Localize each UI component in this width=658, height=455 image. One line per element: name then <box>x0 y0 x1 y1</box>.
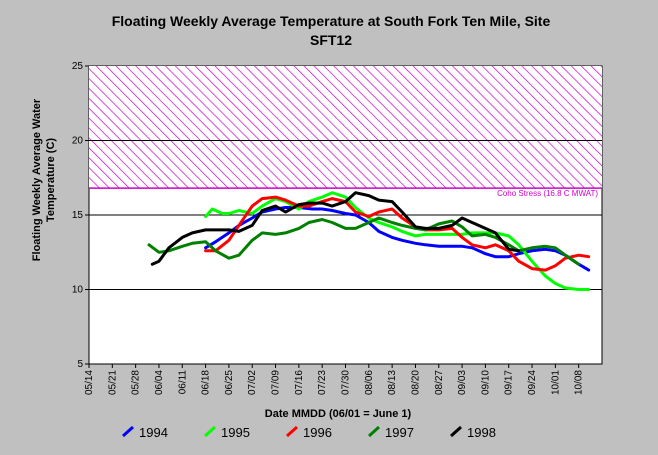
x-tick-label: 09/10 <box>480 370 491 395</box>
threshold-band <box>89 66 602 189</box>
x-tick-label: 06/11 <box>177 370 188 395</box>
legend-swatch-1994 <box>121 425 135 438</box>
x-tick-label: 05/21 <box>107 370 118 395</box>
y-tick-label: 25 <box>72 61 84 72</box>
x-tick-label: 06/18 <box>201 370 212 395</box>
x-tick-label: 08/20 <box>410 370 421 395</box>
x-tick-label: 08/13 <box>387 370 398 395</box>
legend-label-1997: 1997 <box>385 425 414 440</box>
x-tick-label: 05/14 <box>84 370 95 395</box>
legend-label-1998: 1998 <box>467 425 496 440</box>
legend-swatch-1997 <box>367 425 381 438</box>
x-tick-label: 07/30 <box>341 370 352 395</box>
y-axis: 5 10 15 20 25 <box>72 61 89 370</box>
y-tick-label: 10 <box>72 285 84 296</box>
x-tick-label: 07/16 <box>294 370 305 395</box>
x-tick-label: 10/08 <box>574 370 585 395</box>
x-tick-label: 06/04 <box>154 370 165 395</box>
x-tick-label: 09/24 <box>527 370 538 395</box>
series-line-1998 <box>150 191 521 266</box>
x-tick-label: 08/27 <box>434 370 445 395</box>
legend-label-1995: 1995 <box>221 425 250 440</box>
x-tick-label: 10/01 <box>550 370 561 395</box>
threshold-label: Coho Stress (16.8 C MWAT) <box>497 189 598 198</box>
legend: 1994 1995 1996 1997 1998 <box>121 425 496 440</box>
x-axis: 05/14 05/21 05/28 06/04 06/11 06/18 06/25 07/02… <box>84 364 585 395</box>
x-axis-title: Date MMDD (06/01 = June 1) <box>265 408 412 420</box>
x-tick-label: 08/06 <box>364 370 375 395</box>
legend-swatch-1998 <box>449 425 463 438</box>
x-tick-label: 05/28 <box>131 370 142 395</box>
legend-swatch-1996 <box>285 425 299 438</box>
y-tick-label: 20 <box>72 136 84 147</box>
x-tick-label: 07/23 <box>317 370 328 395</box>
y-tick-label: 15 <box>72 210 84 221</box>
y-tick-label: 5 <box>77 359 83 370</box>
legend-label-1996: 1996 <box>303 425 332 440</box>
legend-swatch-1995 <box>203 425 217 438</box>
x-tick-label: 09/03 <box>457 370 468 395</box>
x-tick-label: 07/02 <box>247 370 258 395</box>
x-tick-label: 07/09 <box>271 370 282 395</box>
series-line-1997 <box>147 216 581 266</box>
chart-title: Floating Weekly Average Temperature at S… <box>112 13 551 29</box>
series-group <box>147 191 591 291</box>
chart-subtitle: SFT12 <box>310 32 352 48</box>
x-tick-label: 09/17 <box>504 370 515 395</box>
y-axis-title-line2: Temperature (C) <box>45 138 57 222</box>
x-tick-label: 06/25 <box>224 370 235 395</box>
series-line-1996 <box>204 195 591 272</box>
legend-label-1994: 1994 <box>139 425 168 440</box>
y-axis-title-line1: Floating Weekly Average Water <box>31 98 43 261</box>
